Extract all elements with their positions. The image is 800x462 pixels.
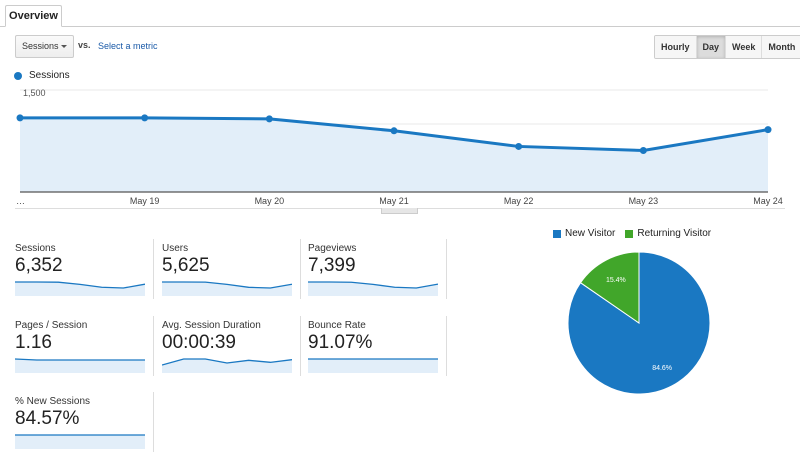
metric-label: Pageviews [308,243,357,254]
data-point[interactable] [639,147,647,155]
data-point[interactable] [390,127,398,135]
month-button[interactable]: Month [762,36,800,58]
metric-separator [300,239,301,299]
metric-label: Avg. Session Duration [162,320,261,331]
legend-swatch-icon [553,229,561,238]
data-point[interactable] [16,114,24,122]
metric-bounce-rate[interactable]: Bounce Rate 91.07% [308,320,443,373]
x-tick-label: … [16,196,25,206]
sparkline-fill [308,282,438,296]
legend-returning-visitor: Returning Visitor [625,228,711,239]
sparkline-line [15,281,145,289]
visitor-pie-chart: 84.6% 15.4% [567,251,711,395]
sparkline-fill [15,282,145,296]
metric-sparkline [15,358,145,373]
metric-sparkline [162,281,292,296]
week-button[interactable]: Week [726,36,763,58]
metric-sessions[interactable]: Sessions 6,352 [15,243,150,296]
metric-users[interactable]: Users 5,625 [162,243,297,296]
sparkline-fill [162,282,292,296]
pie-slice-label: 15.4% [606,277,626,284]
metric-separator [153,392,154,452]
x-tick-label: May 22 [504,196,534,206]
sparkline-line [308,281,438,289]
sparkline-fill [15,359,145,373]
data-point[interactable] [764,126,772,134]
metric-separator [300,316,301,376]
chart-legend: Sessions [14,70,70,81]
sparkline-line [162,281,292,289]
metric-value: 5,625 [162,255,210,276]
x-tick-label: May 19 [130,196,160,206]
legend-new-visitor: New Visitor [553,228,615,239]
metric-separator [446,239,447,299]
metric-sparkline [15,434,145,449]
day-button[interactable]: Day [696,36,727,58]
tab-overview[interactable]: Overview [5,5,62,27]
metric-label: Sessions [15,243,56,254]
sparkline-line [162,358,292,366]
sparkline-fill [15,435,145,449]
metric-value: 1.16 [15,332,52,353]
y-tick-label: 1,500 [23,88,46,98]
x-tick-label: May 24 [753,196,783,206]
legend-label: Sessions [29,70,70,81]
metric-value: 00:00:39 [162,332,236,353]
legend-swatch-icon [625,229,634,238]
sparkline-line [15,358,145,361]
chevron-down-icon [61,45,67,48]
pie-slice-returning-visitor[interactable] [579,251,640,324]
metric-dropdown-label: Sessions [22,41,59,51]
x-tick-label: May 20 [255,196,285,206]
x-tick-label: May 23 [629,196,659,206]
select-metric-link[interactable]: Select a metric [98,41,158,51]
chart-collapse-handle[interactable] [381,208,418,214]
tab-bar-divider [0,26,800,27]
metric-label: Pages / Session [15,320,88,331]
granularity-toggle: Hourly Day Week Month [654,35,800,59]
data-point[interactable] [265,115,273,123]
metric-new-sessions[interactable]: % New Sessions 84.57% [15,396,150,449]
metric-pages-session[interactable]: Pages / Session 1.16 [15,320,150,373]
metric-dropdown[interactable]: Sessions [15,35,74,58]
data-point[interactable] [515,142,523,150]
metric-avg-session-duration[interactable]: Avg. Session Duration 00:00:39 [162,320,297,373]
metric-value: 6,352 [15,255,63,276]
x-tick-label: May 21 [379,196,409,206]
metric-label: Users [162,243,189,254]
hourly-button[interactable]: Hourly [655,36,697,58]
pie-slice-label: 84.6% [652,365,672,372]
sparkline-fill [308,359,438,373]
metric-label: Bounce Rate [308,320,366,331]
metric-value: 84.57% [15,408,80,429]
metric-separator [153,316,154,376]
metric-value: 91.07% [308,332,373,353]
metric-label: % New Sessions [15,396,91,407]
pie-legend: New Visitor Returning Visitor [553,228,711,239]
data-point[interactable] [141,114,149,122]
metric-value: 7,399 [308,255,356,276]
sparkline-fill [162,359,292,373]
vs-label: vs. [78,40,91,50]
metric-sparkline [308,281,438,296]
area-fill [20,117,768,192]
metric-sparkline [308,358,438,373]
metric-separator [153,239,154,299]
legend-dot-icon [14,71,22,80]
metric-pageviews[interactable]: Pageviews 7,399 [308,243,443,296]
metric-sparkline [15,281,145,296]
metric-sparkline [162,358,292,373]
metric-separator [446,316,447,376]
